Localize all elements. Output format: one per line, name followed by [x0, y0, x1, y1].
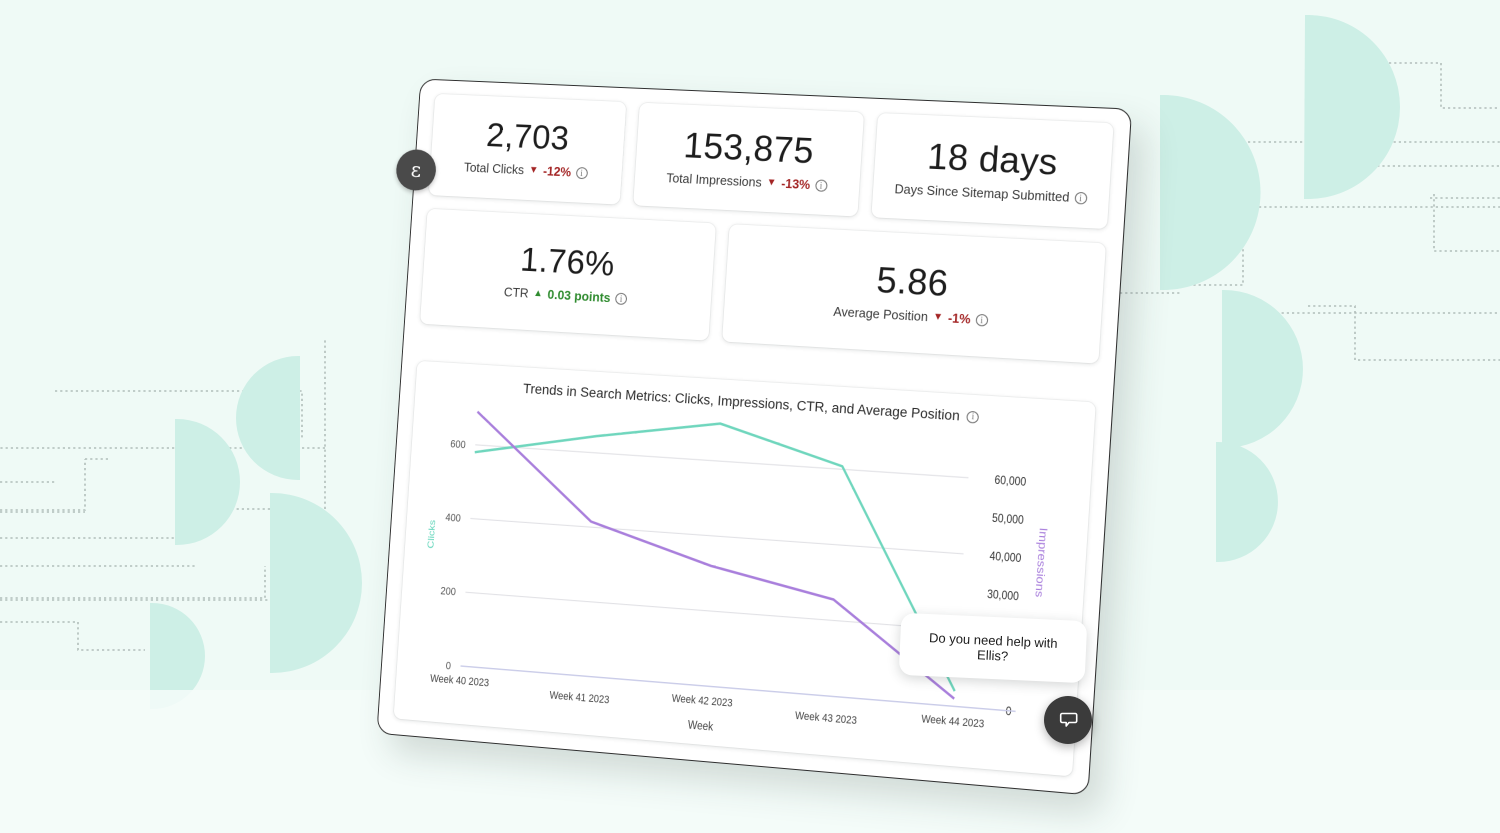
svg-text:0: 0	[445, 660, 451, 672]
svg-text:Week 40 2023: Week 40 2023	[430, 673, 490, 689]
svg-text:Week: Week	[687, 719, 714, 734]
kpi-label-total-clicks: Total Clicks	[463, 160, 525, 178]
chat-bubble-icon	[1059, 712, 1078, 727]
kpi-label-average-position: Average Position	[832, 305, 929, 325]
svg-text:Week 41 2023: Week 41 2023	[549, 690, 610, 707]
info-icon[interactable]: i	[966, 410, 980, 424]
svg-text:Impressions: Impressions	[1033, 527, 1051, 598]
svg-text:Week 43 2023: Week 43 2023	[795, 710, 858, 727]
kpi-value-average-position: 5.86	[875, 258, 950, 304]
svg-text:200: 200	[440, 586, 456, 599]
kpi-card-total-impressions[interactable]: 153,875 Total Impressions ▼ -13% i	[633, 102, 865, 217]
kpi-card-ctr[interactable]: 1.76% CTR ▲ 0.03 points i	[419, 208, 717, 341]
kpi-subtitle-total-clicks: Total Clicks ▼ -12% i	[463, 160, 588, 181]
kpi-label-ctr: CTR	[503, 285, 529, 301]
info-icon[interactable]: i	[1074, 192, 1088, 205]
svg-text:Clicks: Clicks	[427, 520, 439, 549]
svg-text:40,000: 40,000	[989, 550, 1021, 565]
dashboard-panel: ε 2,703 Total Clicks ▼ -12% i 153,875	[376, 78, 1133, 796]
svg-text:0: 0	[1005, 705, 1012, 719]
kpi-subtitle-average-position: Average Position ▼ -1% i	[832, 305, 989, 328]
decor-shapes-left	[150, 356, 362, 709]
svg-text:30,000: 30,000	[987, 588, 1019, 603]
svg-text:600: 600	[450, 439, 466, 452]
info-icon[interactable]: i	[814, 179, 828, 193]
trend-arrow-down-icon: ▼	[932, 311, 944, 324]
trend-arrow-down-icon: ▼	[766, 177, 777, 189]
svg-text:Week 44 2023: Week 44 2023	[921, 714, 985, 731]
kpi-label-total-impressions: Total Impressions	[665, 171, 763, 191]
dashboard-content: 2,703 Total Clicks ▼ -12% i 153,875 Tota…	[377, 80, 1131, 795]
svg-text:400: 400	[445, 512, 461, 525]
kpi-subtitle-days-since-sitemap: Days Since Sitemap Submitted i	[894, 182, 1088, 206]
chat-launcher-button[interactable]	[1044, 696, 1092, 744]
svg-text:50,000: 50,000	[992, 512, 1024, 527]
kpi-card-days-since-sitemap-submitted[interactable]: 18 days Days Since Sitemap Submitted i	[871, 112, 1114, 230]
chat-prompt-bubble[interactable]: Do you need help with Ellis?	[898, 612, 1088, 684]
kpi-subtitle-total-impressions: Total Impressions ▼ -13% i	[666, 172, 828, 194]
kpi-label-days-since-sitemap: Days Since Sitemap Submitted	[894, 182, 1070, 206]
info-icon[interactable]: i	[575, 167, 588, 180]
kpi-card-total-clicks[interactable]: 2,703 Total Clicks ▼ -12% i	[428, 93, 627, 205]
kpi-delta-average-position: -1%	[947, 311, 971, 328]
kpi-delta-ctr: 0.03 points	[547, 288, 611, 306]
kpi-value-total-clicks: 2,703	[485, 116, 571, 158]
trends-line-chart[interactable]: 0 200 400 600 0 30,000 40,000 50,000 60,000 Week …	[404, 396, 1084, 768]
kpi-row-top: 2,703 Total Clicks ▼ -12% i 153,875 Tota…	[428, 93, 1114, 230]
kpi-card-average-position[interactable]: 5.86 Average Position ▼ -1% i	[722, 224, 1106, 364]
kpi-value-days-since-sitemap: 18 days	[926, 134, 1060, 183]
trend-arrow-down-icon: ▼	[528, 165, 539, 177]
kpi-value-total-impressions: 153,875	[682, 124, 816, 171]
decor-shapes-right	[1160, 15, 1400, 562]
kpi-delta-total-clicks: -12%	[542, 164, 572, 180]
brand-badge-glyph: ε	[410, 158, 422, 182]
kpi-value-ctr: 1.76%	[519, 240, 616, 284]
chart-plot-area[interactable]: 0 200 400 600 0 30,000 40,000 50,000 60,000 Week …	[404, 396, 1084, 768]
svg-text:60,000: 60,000	[994, 474, 1026, 489]
svg-text:Week 42 2023: Week 42 2023	[671, 693, 733, 710]
info-icon[interactable]: i	[975, 314, 989, 328]
kpi-delta-total-impressions: -13%	[780, 177, 811, 193]
info-icon[interactable]: i	[614, 292, 628, 306]
kpi-subtitle-ctr: CTR ▲ 0.03 points i	[503, 285, 628, 307]
kpi-row-bottom: 1.76% CTR ▲ 0.03 points i 5.86 Average P…	[419, 208, 1106, 364]
trend-arrow-up-icon: ▲	[532, 288, 544, 300]
chat-prompt-text: Do you need help with Ellis?	[928, 630, 1058, 664]
chart-card-search-metrics: Trends in Search Metrics: Clicks, Impres…	[393, 360, 1096, 777]
